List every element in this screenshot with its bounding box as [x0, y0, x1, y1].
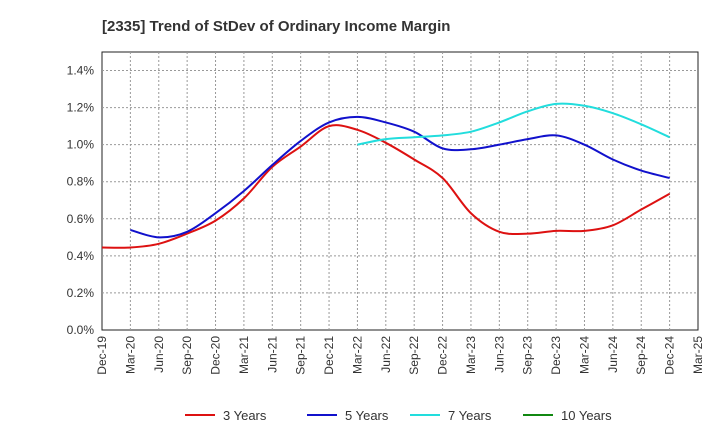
x-tick-label: Mar-22	[350, 336, 364, 374]
y-tick-label: 1.4%	[67, 64, 95, 78]
series-line-7-years	[357, 102, 671, 146]
grid	[101, 51, 699, 331]
x-tick-label: Jun-23	[492, 336, 506, 373]
y-tick-label: 1.2%	[67, 101, 95, 115]
x-tick-label: Dec-21	[322, 336, 336, 375]
legend: 3 Years 5 Years 7 Years 10 Years	[185, 408, 612, 423]
x-tick-label: Dec-20	[209, 336, 223, 375]
x-tick-label: Dec-24	[663, 336, 677, 375]
x-tick-label: Sep-24	[634, 336, 648, 375]
y-tick-label: 0.8%	[67, 175, 95, 189]
x-tick-label: Mar-24	[577, 336, 591, 374]
legend-label-3-years: 3 Years	[223, 408, 267, 423]
x-tick-label: Sep-20	[180, 336, 194, 375]
legend-label-5-years: 5 Years	[345, 408, 389, 423]
x-tick-label: Jun-22	[379, 336, 393, 373]
x-tick-label: Dec-23	[549, 336, 563, 375]
chart-title: [2335] Trend of StDev of Ordinary Income…	[102, 18, 450, 35]
y-tick-label: 0.0%	[67, 323, 95, 337]
x-tick-label: Mar-23	[464, 336, 478, 374]
x-tick-label: Dec-19	[95, 336, 109, 375]
x-tick-label: Sep-21	[294, 336, 308, 375]
series-line-5-years	[130, 115, 670, 239]
y-tick-label: 0.2%	[67, 286, 95, 300]
x-tick-label: Jun-21	[265, 336, 279, 373]
x-tick-label: Dec-22	[436, 336, 450, 375]
legend-label-7-years: 7 Years	[448, 408, 492, 423]
series-lines	[101, 102, 671, 249]
y-tick-label: 0.4%	[67, 249, 95, 263]
y-tick-label: 1.0%	[67, 138, 95, 152]
y-tick-label: 0.6%	[67, 212, 95, 226]
legend-label-10-years: 10 Years	[561, 408, 612, 423]
x-tick-label: Mar-21	[237, 336, 251, 374]
x-tick-label: Sep-22	[407, 336, 421, 375]
x-tick-label: Sep-23	[521, 336, 535, 375]
plot-area	[101, 51, 699, 331]
x-tick-label: Mar-25	[691, 336, 705, 374]
series-line-3-years	[101, 124, 671, 249]
x-tick-label: Mar-20	[123, 336, 137, 374]
x-tick-label: Jun-24	[606, 336, 620, 373]
x-tick-label: Jun-20	[152, 336, 166, 373]
axes: 0.0% 0.2% 0.4% 0.6% 0.8% 1.0% 1.2% 1.4% Dec-19 Ma…	[67, 64, 705, 375]
